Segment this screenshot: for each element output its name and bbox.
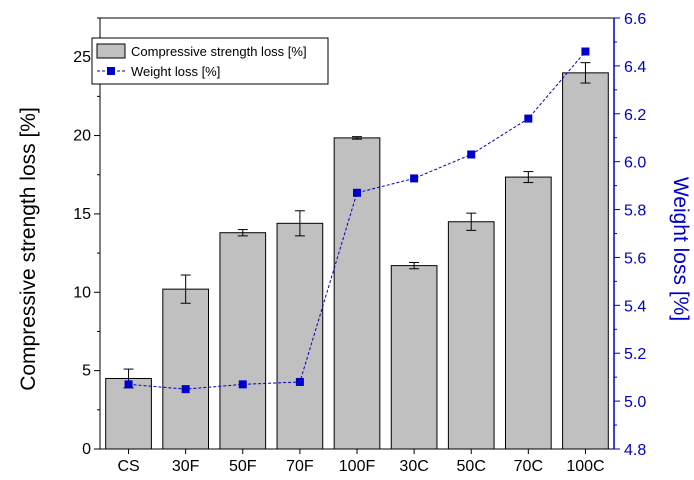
weight-loss-point-70f	[295, 377, 304, 386]
y-tick-label-right: 6.6	[624, 11, 646, 28]
error-bar-100c	[580, 62, 591, 84]
bar-cs	[105, 377, 152, 450]
y-tick-label-right: 4.8	[624, 442, 646, 459]
legend-swatch-compressive-strength	[96, 43, 126, 59]
bar-30c	[390, 265, 438, 450]
x-tick-label-cs: CS	[117, 458, 139, 475]
x-tick-label-50f: 50F	[229, 458, 257, 475]
error-bar-30f	[180, 274, 191, 304]
y-tick-label-left: 0	[82, 441, 91, 458]
y-tick-label-right: 6.4	[624, 59, 646, 76]
weight-loss-point-30f	[181, 385, 190, 394]
x-tick-label-30c: 30C	[399, 458, 428, 475]
right-axis: 4.8 5.0 5.2 5.4 5.6 5.8 6.0 6.2 6.4 6.6	[613, 11, 646, 459]
legend: Compressive strength loss [%] Weight los…	[91, 37, 329, 85]
x-axis: CS 30F 50F 70F 100F 30C 50C 70C 100C	[117, 449, 605, 475]
x-tick-label-30f: 30F	[172, 458, 200, 475]
weight-loss-point-30c	[410, 174, 419, 183]
weight-loss-point-100f	[353, 188, 361, 197]
x-tick-label-70f: 70F	[286, 458, 314, 475]
bar-100f	[333, 137, 381, 450]
bar-30f	[162, 288, 210, 450]
weight-loss-point-50f	[238, 380, 247, 389]
y-tick-label-right: 5.4	[624, 298, 646, 315]
y-axis-title-right: Weight loss [%]	[669, 177, 692, 321]
y-tick-label-right: 5.8	[624, 203, 646, 220]
y-tick-label-left: 5	[82, 363, 91, 380]
weight-loss-layer	[124, 47, 590, 394]
error-bar-100f	[352, 136, 362, 140]
bar-100c	[562, 72, 609, 450]
y-tick-label-right: 5.2	[624, 346, 646, 363]
bar-70f	[276, 222, 324, 450]
y-tick-label-left: 10	[73, 284, 91, 301]
bar-70c	[504, 176, 552, 450]
bar-50c	[447, 221, 495, 450]
legend-marker-weight-loss	[107, 67, 115, 75]
weight-loss-point-cs	[124, 380, 133, 389]
legend-box	[91, 37, 329, 85]
x-tick-label-100c: 100C	[566, 458, 604, 475]
x-tick-label-50c: 50C	[457, 458, 486, 475]
weight-loss-point-70c	[524, 114, 533, 123]
y-tick-label-right: 5.0	[624, 394, 646, 411]
bar-50f	[219, 232, 267, 450]
error-bar-50f	[237, 229, 248, 237]
x-tick-label-100f: 100F	[339, 458, 376, 475]
y-tick-label-right: 6.2	[624, 107, 646, 124]
y-tick-label-left: 15	[73, 206, 91, 223]
weight-loss-line	[128, 51, 586, 390]
error-bar-50c	[466, 212, 477, 231]
weight-loss-point-50c	[467, 150, 476, 159]
error-bar-30c	[409, 261, 420, 270]
y-tick-label-right: 5.6	[624, 250, 646, 267]
y-tick-label-left: 20	[73, 128, 91, 145]
error-bar-70f	[294, 210, 305, 237]
bars-layer	[105, 62, 609, 450]
y-tick-label-left: 25	[73, 49, 91, 66]
x-tick-label-70c: 70C	[514, 458, 543, 475]
left-axis: 0 5 10 15 20 25	[73, 17, 100, 458]
legend-label-compressive-strength: Compressive strength loss [%]	[131, 44, 307, 59]
y-tick-label-right: 6.0	[624, 155, 646, 172]
error-bar-70c	[523, 171, 534, 184]
weight-loss-point-100c	[581, 47, 590, 56]
legend-label-weight-loss: Weight loss [%]	[131, 64, 220, 79]
y-axis-title-left: Compressive strength loss [%]	[17, 107, 40, 391]
